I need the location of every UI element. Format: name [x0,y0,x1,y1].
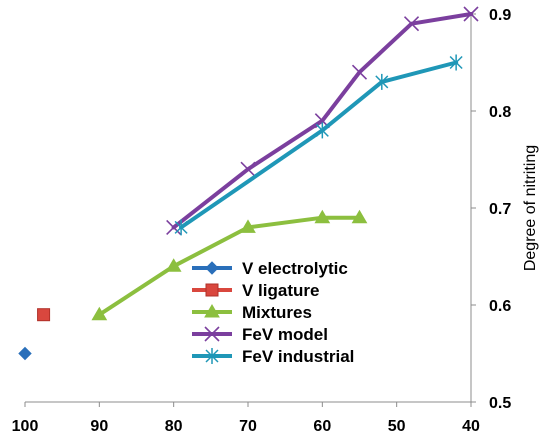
y-axis-ticks: 0.5 0.6 0.7 0.8 0.9 [471,7,511,412]
legend-item: V electrolytic [192,259,348,278]
series-lines [18,6,479,361]
series-v-ligature [37,308,51,322]
data-point [174,219,188,236]
y-tick-label: 0.5 [489,395,511,412]
data-point [403,16,420,32]
data-point [37,308,51,322]
data-point [240,219,256,233]
data-point [91,306,108,321]
x-axis-ticks: 100 90 80 70 60 50 40 [12,402,480,435]
series-line [179,60,459,230]
legend-label: FeV industrial [242,347,354,366]
legend-marker [204,326,220,342]
x-tick-label: 100 [12,418,39,435]
data-point [18,346,32,361]
legend-label: FeV model [242,325,328,344]
y-tick-label: 0.6 [489,298,511,315]
data-point [463,6,479,22]
legend-label: Mixtures [242,303,312,322]
series-line [171,12,473,230]
data-point [240,161,256,177]
y-tick-label: 0.7 [489,201,511,218]
legend-item: V ligature [192,281,319,300]
data-point [351,209,368,224]
legend-item: FeV model [192,325,328,344]
data-point [166,219,182,235]
x-tick-label: 50 [388,418,406,435]
legend: V electrolytic V ligature Mixtures FeV mode… [192,259,354,366]
series-v-electrolytic [18,346,32,361]
series-fev-industrial [174,54,463,236]
legend-label: V ligature [242,281,319,300]
x-tick-label: 60 [313,418,331,435]
data-point [449,54,463,71]
series-mixtures [91,209,368,321]
x-tick-label: 90 [90,418,108,435]
x-tick-label: 80 [165,418,183,435]
y-axis-title: Degree of nitriting [522,145,539,271]
legend-marker [205,261,219,275]
data-point [314,209,331,224]
series-fev-model [166,6,479,235]
data-point [165,258,182,272]
legend-marker [204,304,220,318]
data-point [315,122,329,139]
legend-marker [205,283,219,297]
x-tick-label: 70 [239,418,257,435]
x-tick-label: 40 [462,418,480,435]
data-point [375,73,389,90]
y-tick-label: 0.9 [489,7,511,24]
legend-label: V electrolytic [242,259,348,278]
legend-marker [205,348,219,364]
data-point [351,64,368,80]
legend-item: Mixtures [192,303,312,322]
y-tick-label: 0.8 [489,104,511,121]
legend-item: FeV industrial [192,347,354,366]
